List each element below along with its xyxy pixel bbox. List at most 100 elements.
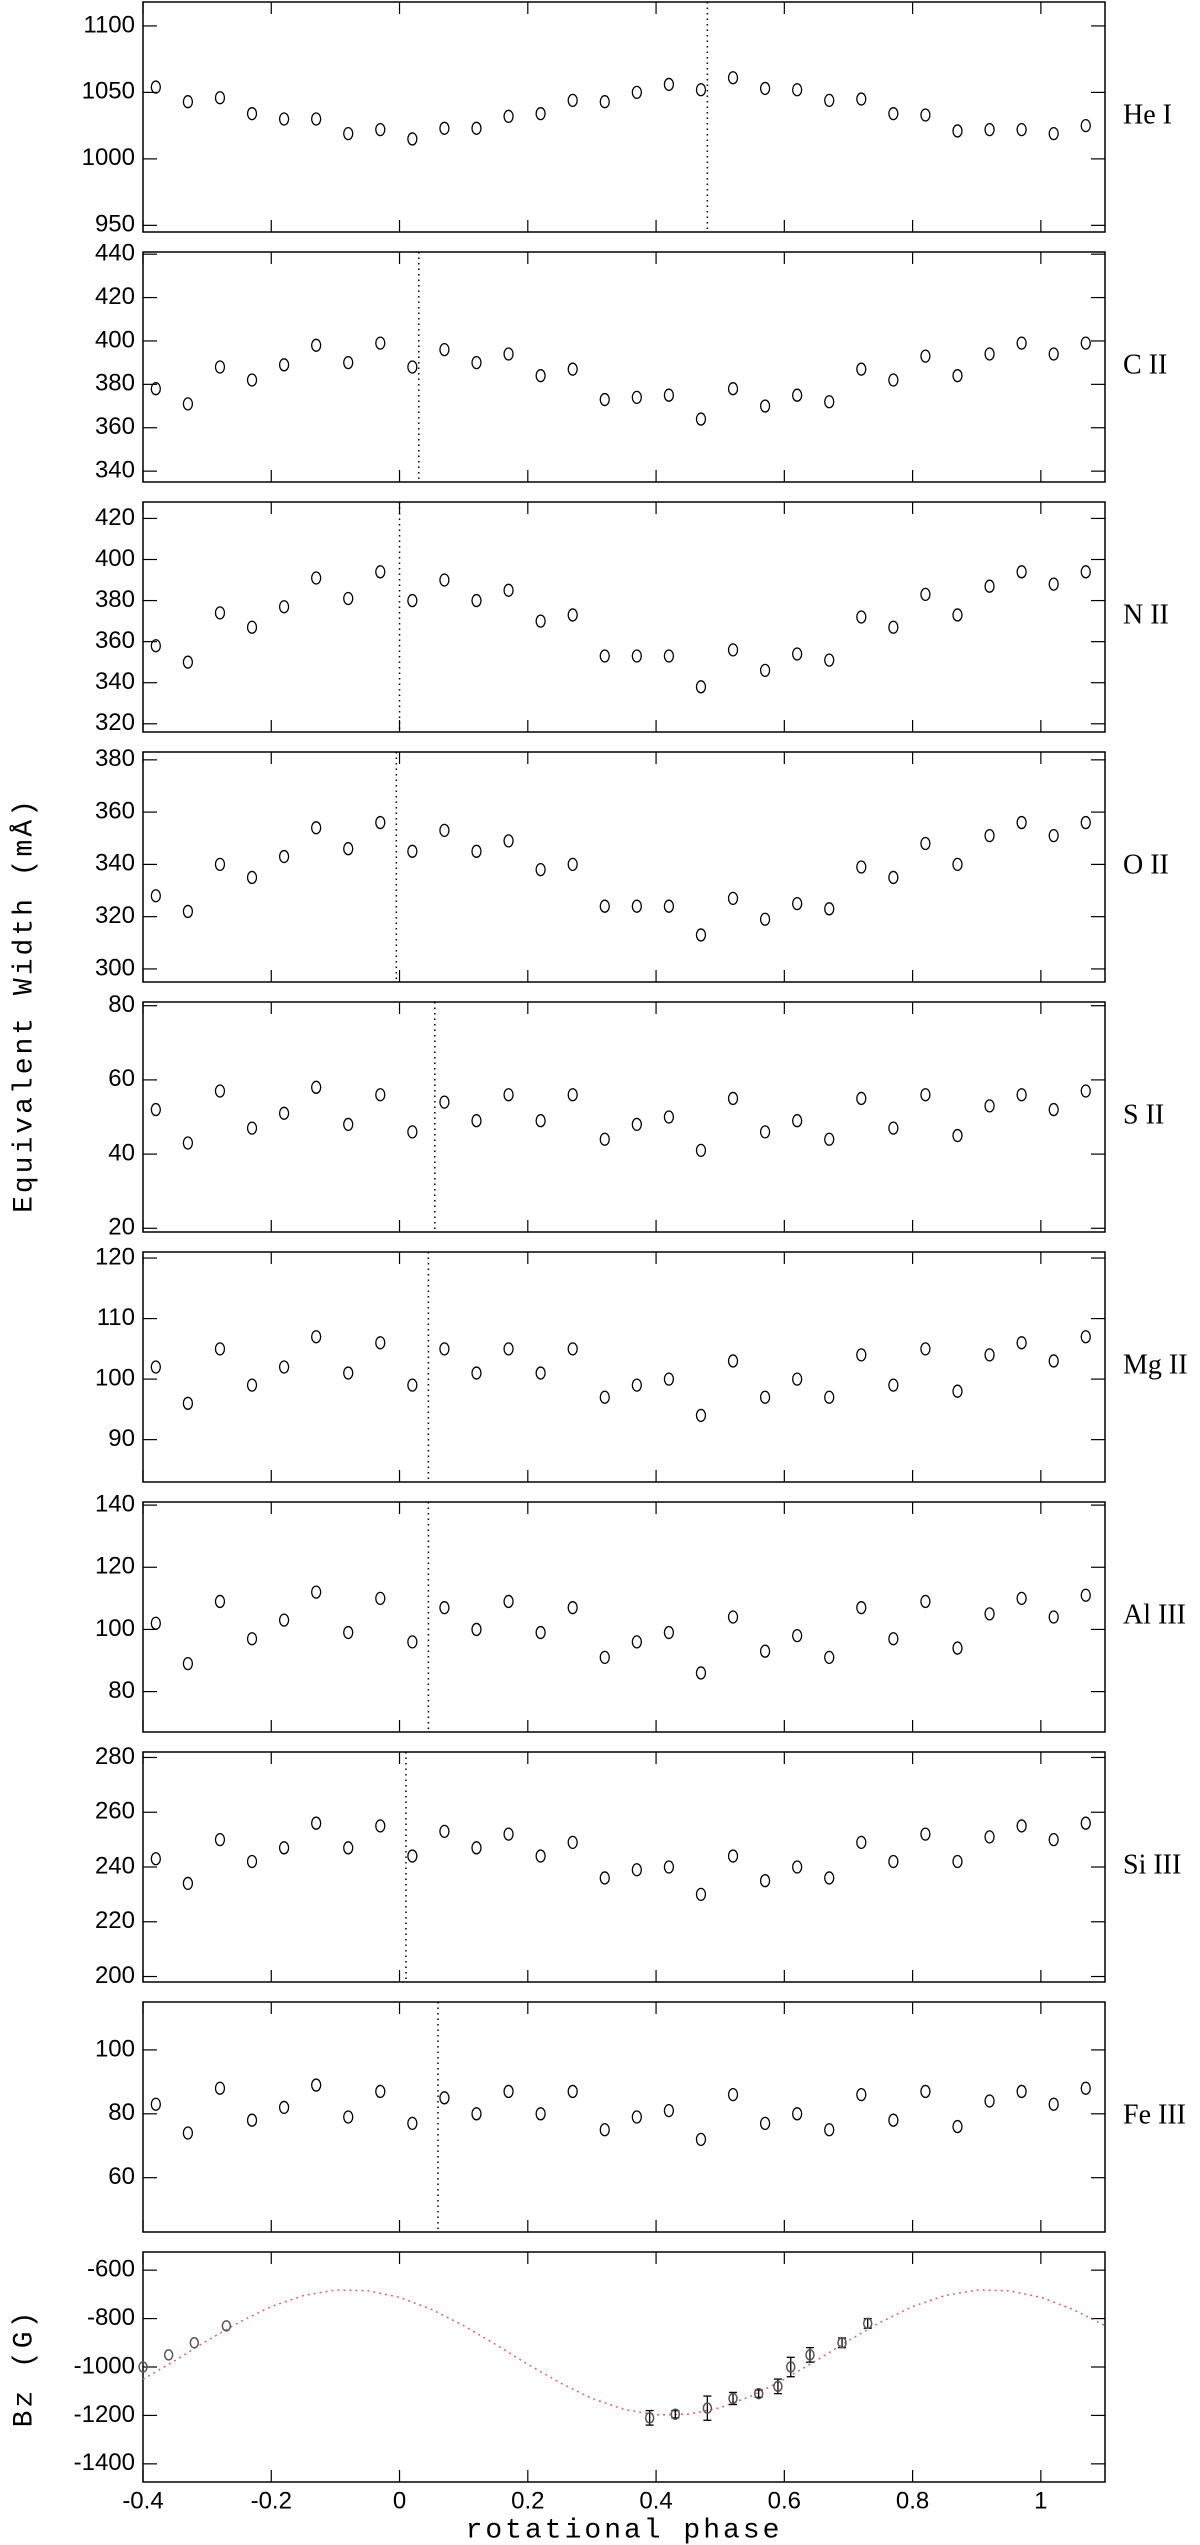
data-point: [759, 912, 771, 926]
data-point: [920, 1594, 931, 1609]
data-point: [824, 395, 835, 409]
data-point: [599, 899, 610, 913]
data-point: [599, 649, 610, 663]
data-point: [471, 356, 482, 370]
data-point: [311, 821, 322, 835]
panel-frame: [142, 501, 1106, 733]
data-point: [150, 382, 161, 396]
y-tick-label: 100: [95, 1364, 135, 1391]
data-point: [1080, 118, 1091, 133]
data-point: [189, 2337, 200, 2349]
data-point: [375, 122, 386, 137]
data-point: [727, 891, 739, 906]
data-point: [599, 1390, 610, 1404]
data-point: [888, 620, 899, 634]
data-point: [695, 1666, 707, 1680]
data-point: [535, 614, 546, 628]
data-point: [599, 1650, 610, 1665]
y-tick-label: 100: [95, 1615, 135, 1642]
data-point: [567, 93, 578, 108]
data-point: [1016, 565, 1027, 579]
data-point: [759, 1644, 771, 1658]
data-point: [503, 834, 514, 848]
data-point: [920, 349, 931, 363]
y-tick-label: 120: [95, 1553, 135, 1580]
data-point: [759, 663, 771, 678]
data-point: [695, 83, 707, 97]
panel-frame: [142, 2001, 1106, 2233]
data-point: [439, 1095, 450, 1109]
data-point: [984, 122, 995, 137]
data-point: [663, 1110, 675, 1124]
data-point: [214, 1594, 226, 1609]
data-point: [150, 80, 161, 94]
data-point: [984, 1348, 995, 1362]
data-point: [792, 1372, 803, 1386]
data-point: [984, 1830, 995, 1844]
data-point: [278, 849, 290, 864]
data-point: [246, 1378, 258, 1392]
data-point: [1016, 1088, 1027, 1102]
data-point: [952, 124, 963, 138]
data-point: [567, 362, 578, 376]
data-point: [631, 85, 642, 100]
data-point: [567, 1088, 578, 1102]
y-tick-label: 340: [95, 850, 135, 877]
data-point: [407, 593, 418, 608]
y-tick-label: 1100: [83, 11, 135, 38]
data-point: [278, 1841, 290, 1855]
data-point: [952, 1128, 963, 1143]
data-point: [182, 904, 194, 919]
data-point: [856, 860, 867, 874]
data-point: [214, 91, 226, 105]
data-point: [1016, 815, 1027, 830]
panel-frame: [142, 1, 1106, 233]
data-point: [535, 1849, 546, 1863]
y-tick-label: 950: [95, 211, 135, 238]
data-point: [163, 2349, 174, 2361]
data-point: [888, 1378, 899, 1392]
y-tick-label: 80: [108, 2099, 135, 2126]
data-point: [503, 2084, 514, 2099]
data-point: [278, 1360, 290, 1374]
data-point: [311, 338, 322, 352]
data-point: [343, 2110, 354, 2124]
data-point: [1048, 126, 1059, 141]
y-tick-label: 100: [95, 2035, 135, 2062]
y-tick-label: 120: [95, 1243, 135, 1270]
data-point: [1080, 565, 1091, 579]
data-point: [920, 2084, 931, 2099]
data-point: [375, 336, 386, 350]
data-point: [805, 2349, 815, 2361]
data-point: [631, 1635, 642, 1649]
panel-frame: [142, 1501, 1106, 1733]
data-point: [984, 1099, 995, 1113]
y-tick-label: 90: [108, 1425, 135, 1452]
panel-label: O II: [1123, 849, 1169, 880]
data-point: [311, 1816, 322, 1830]
data-point: [471, 593, 482, 608]
data-point: [407, 360, 418, 374]
panel-label: C II: [1123, 349, 1167, 380]
data-point: [920, 1088, 931, 1102]
data-point: [631, 390, 642, 405]
data-point: [1048, 1102, 1059, 1117]
data-point: [663, 2103, 675, 2118]
data-point: [792, 1114, 803, 1128]
data-point: [856, 1348, 867, 1362]
data-point: [984, 2094, 995, 2108]
y-tick-label: -600: [87, 2256, 135, 2283]
data-point: [599, 392, 610, 407]
data-point: [535, 1114, 546, 1128]
data-point: [695, 928, 707, 942]
data-point: [695, 412, 707, 426]
data-point: [221, 2320, 232, 2332]
x-tick-label: -0.4: [122, 2487, 163, 2514]
data-point: [214, 2081, 226, 2095]
data-point: [792, 896, 803, 911]
data-point: [471, 1366, 482, 1380]
data-point: [535, 1366, 546, 1380]
data-point: [888, 2113, 899, 2127]
data-point: [753, 2387, 764, 2400]
data-point: [1048, 1354, 1059, 1368]
